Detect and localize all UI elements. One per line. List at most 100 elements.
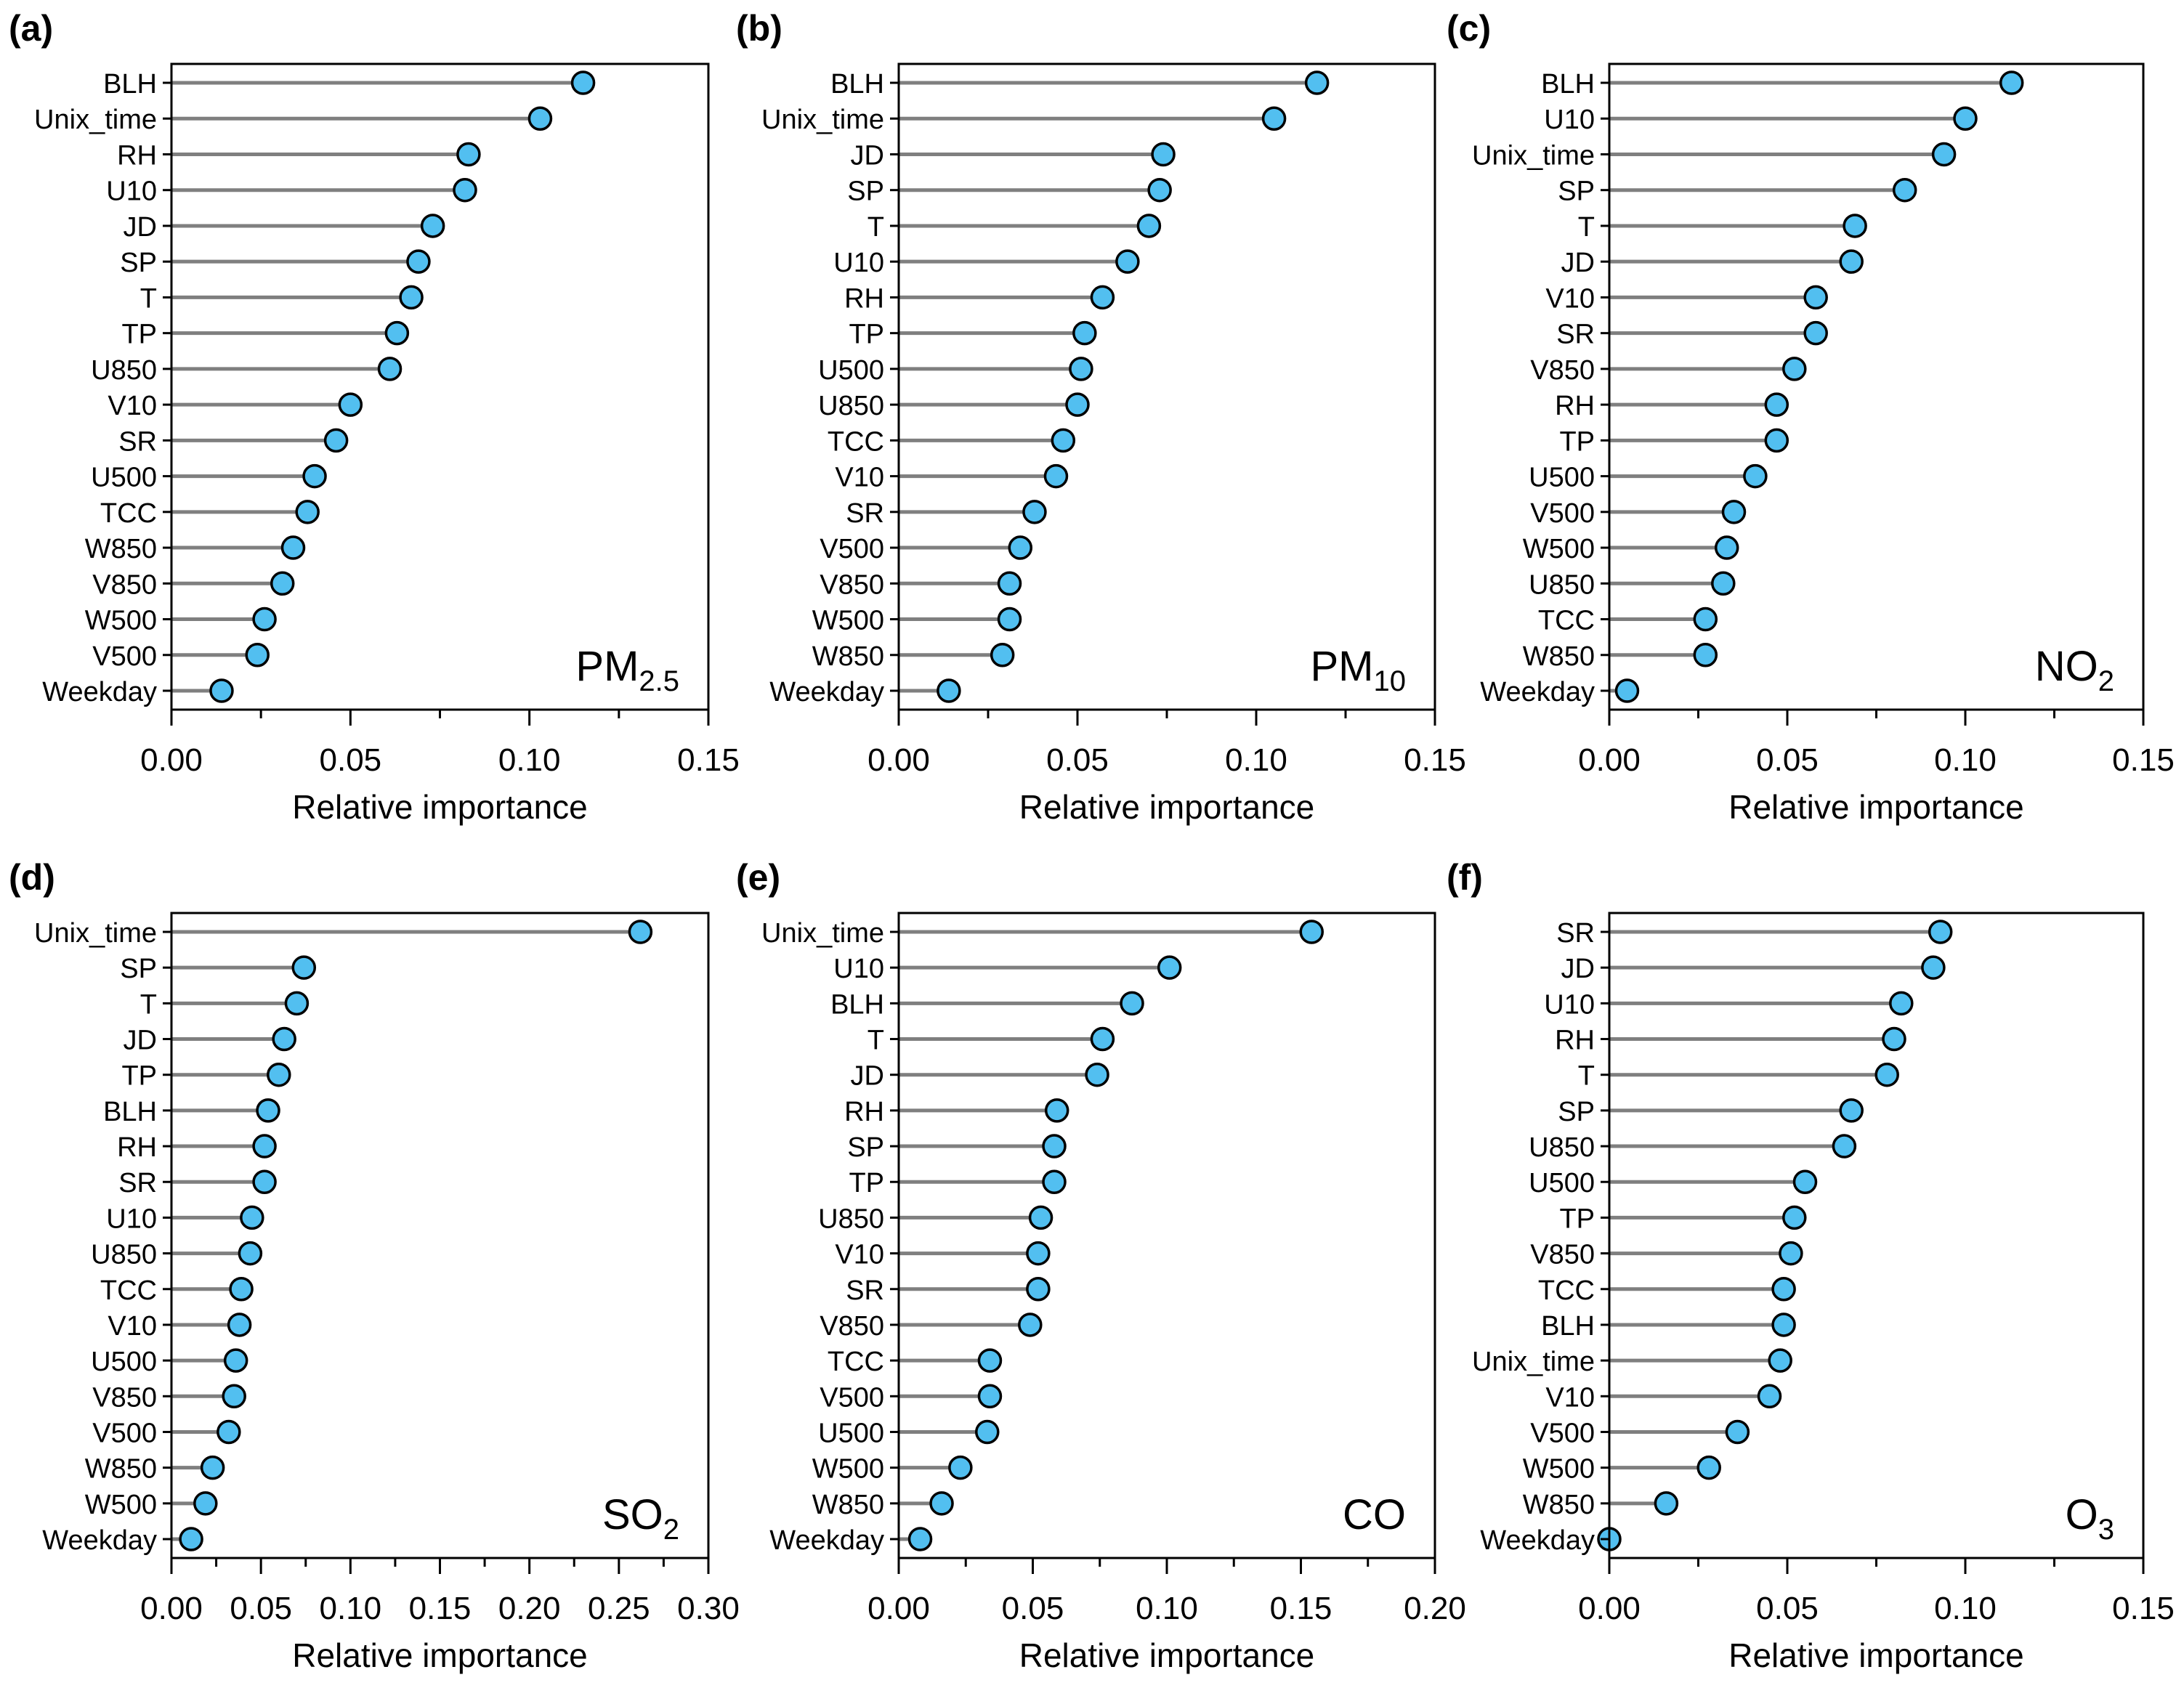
point-v850 bbox=[997, 571, 1022, 596]
point-rh bbox=[1882, 1026, 1906, 1052]
x-tick-label: 0.20 bbox=[498, 1591, 561, 1626]
point-blh bbox=[1304, 70, 1330, 95]
y-tick-label: SP bbox=[120, 954, 157, 984]
y-tick-label: SR bbox=[1556, 918, 1595, 949]
y-tick-label: U500 bbox=[1529, 1168, 1595, 1198]
point-u500 bbox=[975, 1419, 1000, 1445]
point-tp bbox=[1782, 1205, 1807, 1230]
x-tick-label: 0.25 bbox=[588, 1591, 650, 1626]
y-tick-label: T bbox=[140, 989, 157, 1020]
point-blh bbox=[570, 70, 596, 95]
point-sr bbox=[323, 428, 349, 453]
y-tick-label: BLH bbox=[103, 69, 157, 100]
point-v500 bbox=[1008, 535, 1033, 560]
pollutant-subscript: 2.5 bbox=[639, 665, 679, 697]
point-v500 bbox=[245, 643, 270, 668]
point-tcc bbox=[295, 500, 320, 524]
point-sr bbox=[1026, 1277, 1051, 1302]
point-u850 bbox=[1711, 571, 1736, 596]
y-tick-label: W500 bbox=[1523, 534, 1595, 564]
point-w850 bbox=[200, 1455, 225, 1480]
point-w850 bbox=[990, 643, 1015, 668]
y-tick-label: RH bbox=[1555, 1026, 1595, 1056]
point-v850 bbox=[1779, 1241, 1803, 1266]
x-tick-label: 0.00 bbox=[1578, 1591, 1641, 1626]
y-tick-label: W500 bbox=[85, 1490, 157, 1520]
point-sp bbox=[1839, 1098, 1864, 1123]
y-tick-label: V500 bbox=[1530, 498, 1595, 529]
point-rh bbox=[1764, 392, 1789, 417]
y-tick-label: U500 bbox=[818, 355, 884, 386]
point-t bbox=[1843, 214, 1867, 238]
y-tick-label: JD bbox=[1561, 248, 1595, 278]
y-tick-label: SR bbox=[118, 426, 157, 457]
point-w500 bbox=[948, 1455, 973, 1480]
point-tcc bbox=[229, 1277, 254, 1302]
y-tick-label: BLH bbox=[1541, 1311, 1595, 1342]
point-tcc bbox=[1771, 1277, 1796, 1302]
y-tick-label: W500 bbox=[1523, 1454, 1595, 1485]
point-w850 bbox=[929, 1491, 954, 1516]
point-blh bbox=[1120, 991, 1144, 1016]
point-jd bbox=[1839, 249, 1864, 274]
y-tick-label: TP bbox=[1559, 426, 1595, 457]
point-u500 bbox=[302, 463, 327, 489]
point-u500 bbox=[1069, 357, 1093, 381]
y-tick-label: W850 bbox=[85, 534, 157, 564]
pollutant-label: CO bbox=[1343, 1491, 1406, 1538]
point-u850 bbox=[1028, 1205, 1053, 1230]
y-tick-label: BLH bbox=[830, 69, 884, 100]
x-tick-label: 0.00 bbox=[140, 742, 203, 778]
y-tick-label: TP bbox=[1559, 1204, 1595, 1234]
y-tick-label: JD bbox=[851, 1061, 884, 1092]
pollutant-name: PM bbox=[575, 643, 639, 690]
pollutant-subscript: 3 bbox=[2098, 1514, 2114, 1546]
point-tcc bbox=[1693, 606, 1718, 632]
point-v850 bbox=[222, 1384, 246, 1409]
pollutant-name: CO bbox=[1343, 1491, 1406, 1538]
point-sp bbox=[291, 955, 317, 980]
y-tick-label: TP bbox=[849, 320, 884, 350]
plot-frame bbox=[170, 62, 710, 711]
pollutant-subscript: 2 bbox=[2098, 665, 2114, 697]
point-sr bbox=[1928, 920, 1953, 944]
y-tick-label: Unix_time bbox=[1472, 140, 1595, 171]
y-tick-label: U850 bbox=[1529, 1132, 1595, 1163]
point-rh bbox=[1044, 1098, 1069, 1123]
point-t bbox=[284, 991, 310, 1016]
y-tick-label: RH bbox=[844, 283, 884, 314]
y-tick-label: T bbox=[1578, 1061, 1595, 1092]
y-tick-label: SP bbox=[847, 177, 884, 207]
point-jd bbox=[1085, 1062, 1109, 1087]
y-tick-label: TCC bbox=[828, 426, 884, 457]
point-w850 bbox=[1693, 643, 1718, 668]
point-w500 bbox=[252, 606, 277, 632]
y-tick-label: U500 bbox=[818, 1418, 884, 1448]
y-tick-label: V10 bbox=[108, 391, 157, 421]
point-weekday bbox=[907, 1527, 933, 1551]
panel-label: (b) bbox=[736, 8, 782, 49]
y-tick-label: U850 bbox=[818, 1204, 884, 1234]
y-tick-label: V850 bbox=[820, 569, 884, 600]
point-t bbox=[1874, 1062, 1899, 1087]
point-v10 bbox=[338, 392, 363, 417]
x-axis-label: Relative importance bbox=[292, 1636, 588, 1674]
y-tick-label: TP bbox=[121, 320, 157, 350]
plot-frame bbox=[897, 912, 1436, 1559]
y-tick-label: Weekday bbox=[1480, 677, 1595, 707]
y-tick-label: Weekday bbox=[769, 1525, 884, 1556]
y-tick-label: U500 bbox=[91, 1347, 157, 1377]
point-v10 bbox=[1803, 285, 1828, 310]
point-unix_time bbox=[628, 920, 653, 944]
plot-frame bbox=[1608, 62, 2145, 711]
y-tick-label: Unix_time bbox=[1472, 1347, 1595, 1377]
x-tick-label: 0.10 bbox=[1934, 742, 1997, 778]
y-tick-label: SP bbox=[1558, 1097, 1595, 1127]
pollutant-label: PM2.5 bbox=[575, 643, 679, 697]
pollutant-subscript: 2 bbox=[663, 1514, 679, 1546]
point-unix_time bbox=[1261, 106, 1287, 131]
y-tick-label: V500 bbox=[820, 1382, 884, 1413]
plot-frame bbox=[1608, 912, 2145, 1559]
y-tick-label: Weekday bbox=[42, 677, 157, 707]
